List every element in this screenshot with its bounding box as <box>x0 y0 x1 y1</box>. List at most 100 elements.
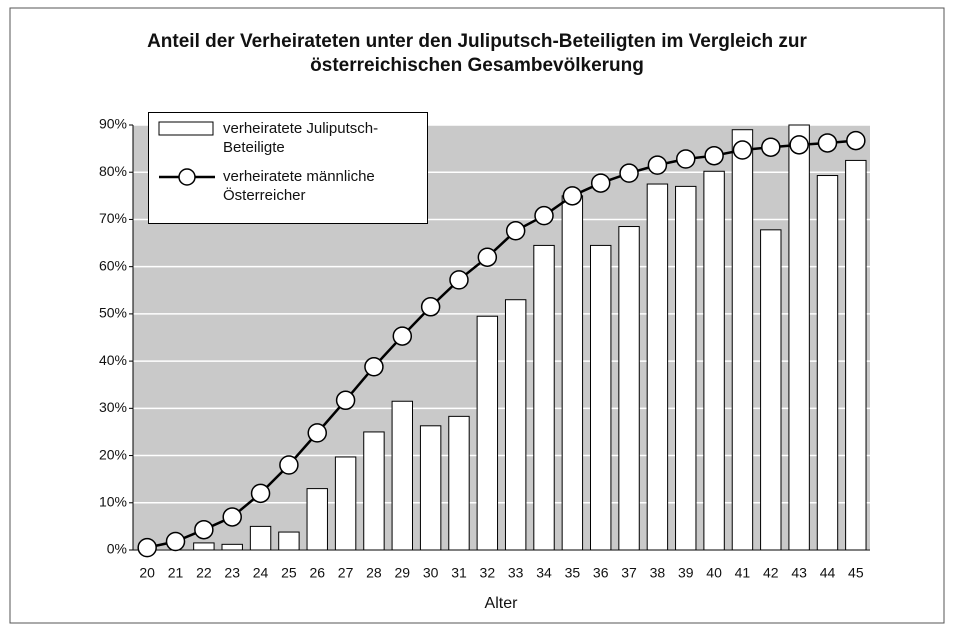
line-marker <box>222 507 242 527</box>
y-tick-label: 70% <box>99 210 127 226</box>
x-tick-label: 21 <box>168 565 184 581</box>
bar <box>646 183 669 551</box>
legend-marker <box>178 168 196 186</box>
line-marker <box>165 531 186 552</box>
x-tick-label: 32 <box>480 565 496 581</box>
line-marker <box>846 130 866 151</box>
legend-label: verheiratete männliche Österreicher <box>223 168 375 204</box>
x-tick-label: 33 <box>508 565 524 581</box>
bar <box>363 431 385 551</box>
x-tick-label: 43 <box>791 565 807 581</box>
x-tick-label: 45 <box>848 565 864 581</box>
line-marker <box>562 186 583 206</box>
y-tick-label: 50% <box>99 305 127 321</box>
x-tick-label: 28 <box>366 565 382 581</box>
bar <box>618 226 640 551</box>
line-marker <box>704 145 724 166</box>
line-marker <box>590 173 611 193</box>
chart-title: Anteil der Verheirateten unter den Julip… <box>147 31 807 76</box>
bar <box>561 195 584 551</box>
x-tick-label: 27 <box>338 565 354 581</box>
bar <box>476 315 499 551</box>
x-tick-label: 24 <box>253 565 269 581</box>
bar <box>306 488 328 551</box>
bar <box>731 129 754 551</box>
x-tick-label: 36 <box>593 565 609 581</box>
y-tick-label: 20% <box>99 446 127 462</box>
bar <box>448 415 470 551</box>
line-marker <box>817 133 838 153</box>
x-tick-label: 23 <box>224 565 240 581</box>
bar <box>278 531 300 551</box>
x-tick-label: 37 <box>621 565 637 581</box>
y-tick-label: 90% <box>99 116 127 132</box>
line-marker <box>420 297 441 317</box>
bar <box>760 229 782 551</box>
x-tick-label: 26 <box>309 565 325 581</box>
legend-bar <box>158 121 214 136</box>
line-marker <box>307 423 327 443</box>
line-marker <box>534 205 554 226</box>
y-tick-label: 40% <box>99 352 127 368</box>
line-marker <box>194 519 214 540</box>
line-marker <box>761 137 781 157</box>
line-marker <box>335 390 356 411</box>
x-tick-label: 42 <box>763 565 779 581</box>
legend-swatch <box>159 168 215 186</box>
x-tick-label: 35 <box>565 565 581 581</box>
x-tick-label: 25 <box>281 565 297 581</box>
bar <box>221 543 243 551</box>
line-marker <box>449 270 469 290</box>
bar <box>504 299 527 551</box>
bar <box>193 542 215 551</box>
y-tick-label: 30% <box>99 399 127 415</box>
x-tick-label: 44 <box>820 565 836 581</box>
bar <box>249 525 272 551</box>
x-tick-label: 38 <box>650 565 666 581</box>
line-marker <box>279 455 299 475</box>
bar <box>391 400 413 551</box>
line-marker <box>732 140 753 160</box>
bar <box>533 244 555 551</box>
legend-swatch <box>158 121 214 136</box>
line-marker <box>789 135 809 155</box>
x-axis-label: Alter <box>485 595 519 612</box>
line-marker <box>477 247 498 267</box>
frame <box>9 7 945 624</box>
legend-entry: verheiratete Juliputsch-Beteiligte <box>157 119 419 157</box>
y-tick-label: 0% <box>107 541 127 557</box>
legend-entry: verheiratete männliche Österreicher <box>157 167 419 205</box>
legend-label: verheiratete Juliputsch-Beteiligte <box>223 120 379 156</box>
bar <box>419 425 442 551</box>
bar <box>788 124 810 551</box>
x-tick-label: 29 <box>394 565 410 581</box>
bar <box>845 159 867 551</box>
y-tick-label: 80% <box>99 163 127 179</box>
bar <box>703 170 725 551</box>
legend: verheiratete Juliputsch-Beteiligte verhei… <box>148 112 428 224</box>
x-tick-label: 41 <box>735 565 751 581</box>
x-tick-label: 34 <box>536 565 552 581</box>
line-marker <box>364 357 384 377</box>
line-marker <box>619 163 639 183</box>
bar <box>590 244 612 551</box>
x-tick-label: 39 <box>678 565 694 581</box>
line-marker <box>392 326 413 346</box>
bar <box>675 185 697 551</box>
line-marker <box>505 221 526 241</box>
line-marker <box>137 537 157 558</box>
line-marker <box>250 483 271 504</box>
x-tick-label: 31 <box>451 565 467 581</box>
y-tick-label: 60% <box>99 257 127 273</box>
x-tick-label: 30 <box>423 565 439 581</box>
bar <box>334 456 357 551</box>
line-marker <box>647 155 668 175</box>
bar <box>816 175 839 551</box>
line-marker <box>676 149 696 169</box>
x-tick-label: 20 <box>139 565 155 581</box>
y-tick-label: 10% <box>99 493 127 509</box>
x-tick-label: 40 <box>706 565 722 581</box>
x-tick-label: 22 <box>196 565 212 581</box>
